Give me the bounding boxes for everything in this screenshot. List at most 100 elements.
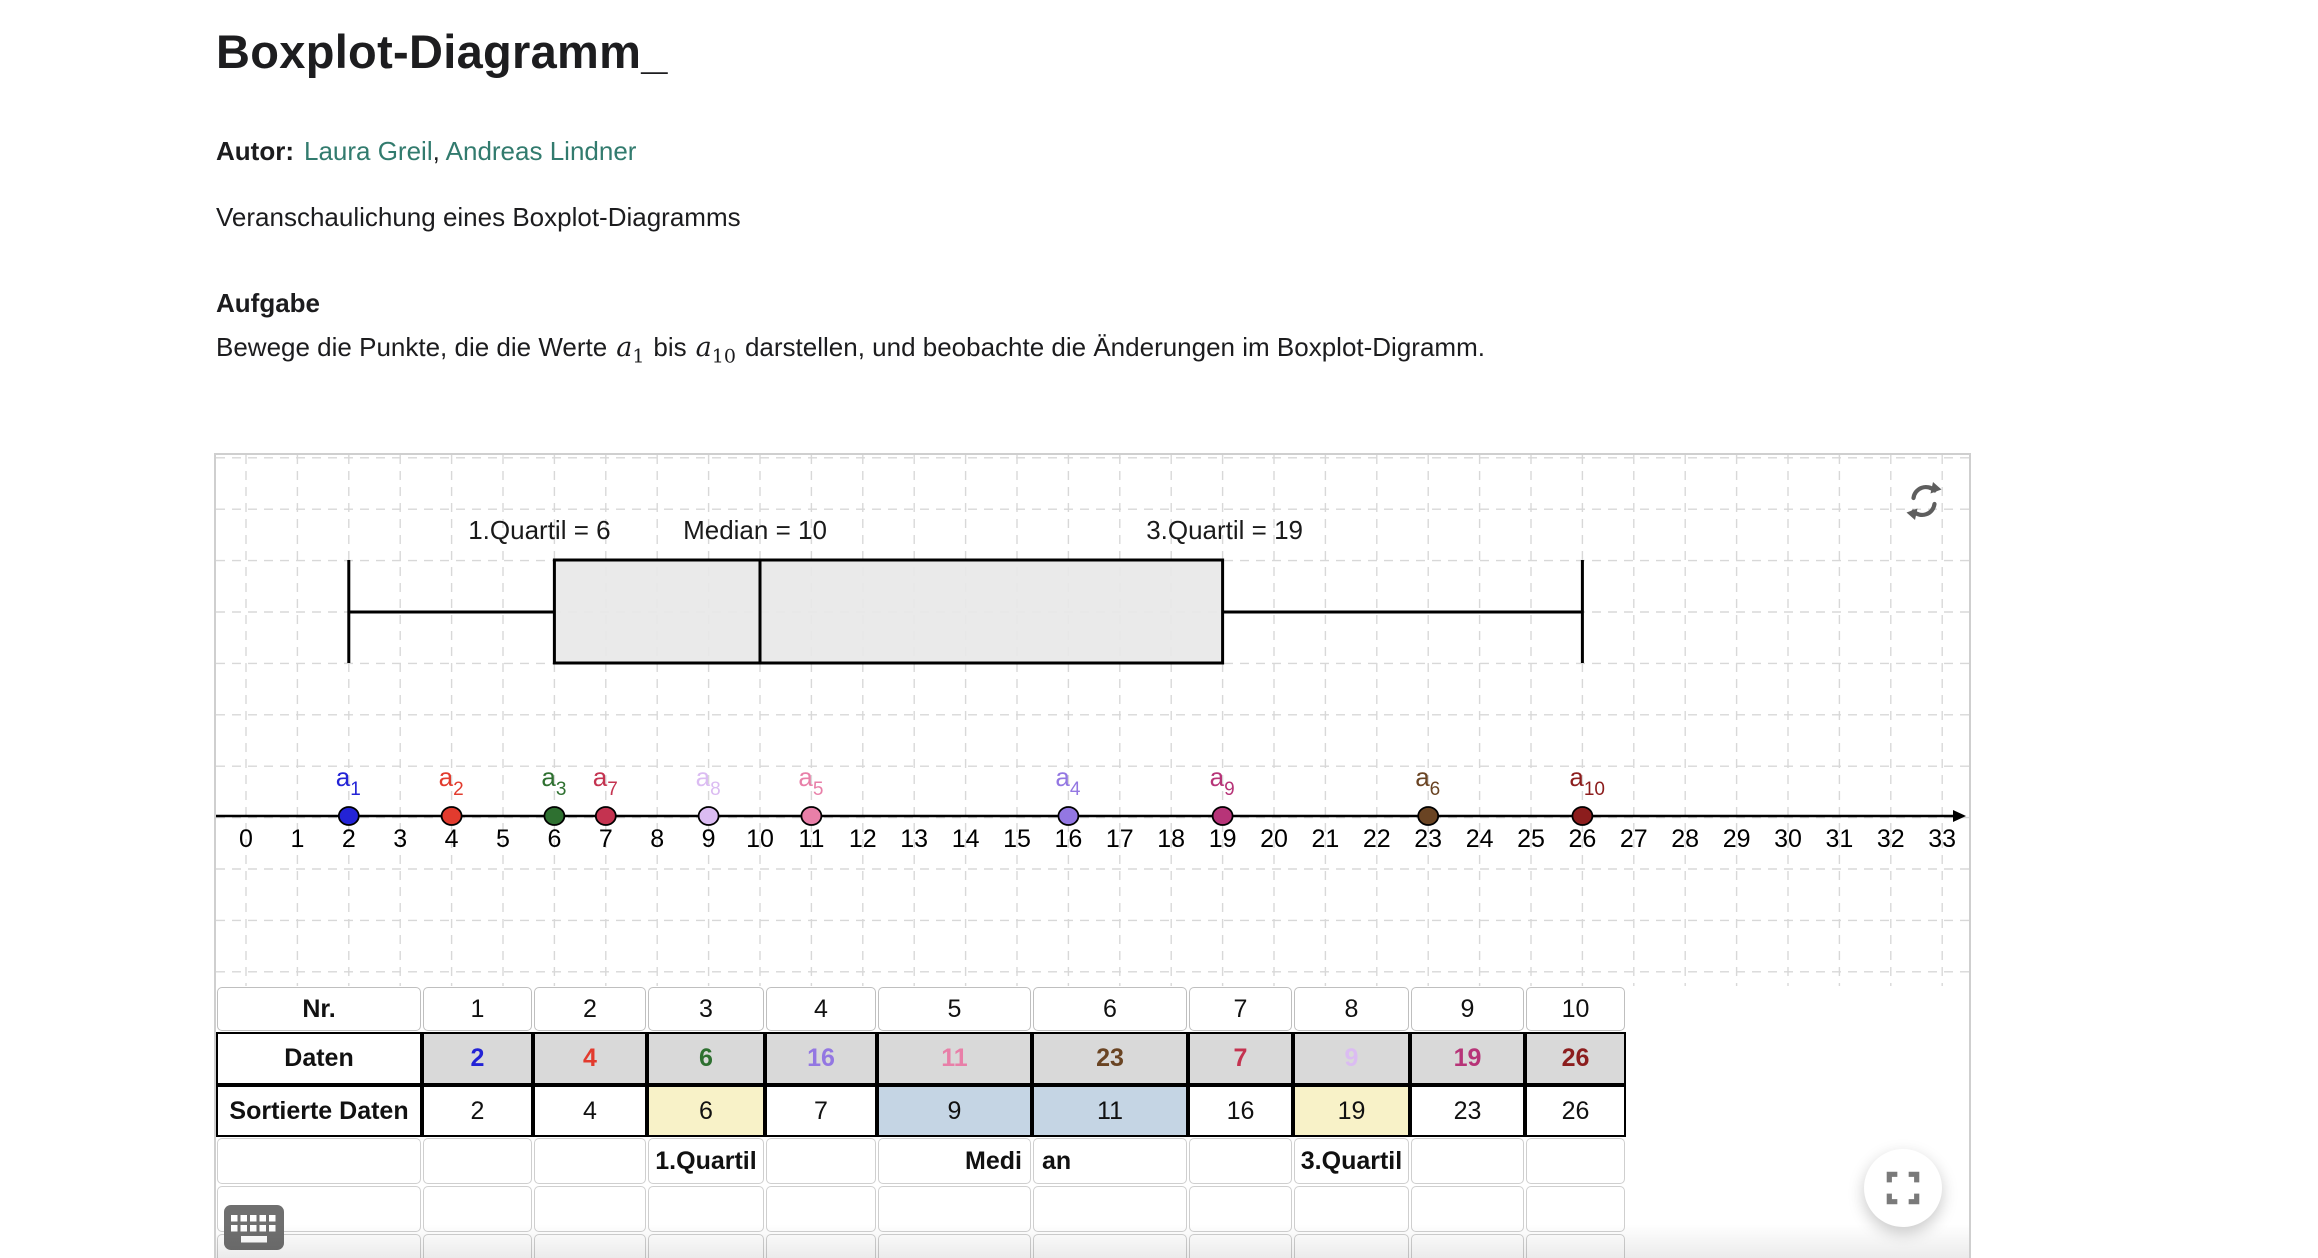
sorted-label-cell: Sortierte Daten — [216, 1085, 422, 1137]
annotation-empty-cell — [1411, 1138, 1524, 1184]
axis-tick-label: 29 — [1723, 825, 1751, 853]
axis-tick-label: 17 — [1106, 825, 1134, 853]
table-row-quartil-labels: 1.Quartil Medi an 3.Quartil — [216, 1137, 1626, 1185]
boxplot-box — [552, 558, 1225, 665]
daten-cell-7: 7 — [1188, 1032, 1293, 1085]
axis-tick-label: 10 — [746, 825, 774, 853]
empty-cell — [878, 1186, 1031, 1232]
data-point-a1[interactable] — [337, 806, 360, 826]
point-label: a6 — [1415, 762, 1440, 800]
keyboard-icon — [224, 1205, 284, 1250]
point-label: a3 — [541, 762, 566, 800]
sorted-cell-4: 7 — [765, 1085, 877, 1137]
nr-cell-4: 4 — [766, 987, 876, 1031]
axis-tick-label: 12 — [849, 825, 877, 853]
axis-tick-label: 31 — [1825, 825, 1853, 853]
data-point-a3[interactable] — [543, 806, 566, 826]
boxplot-stat-label: 3.Quartil = 19 — [1146, 515, 1303, 545]
data-point-a2[interactable] — [440, 806, 463, 826]
empty-cell — [648, 1234, 764, 1258]
boxplot-canvas: 1.Quartil = 6 Median = 10 3.Quartil = 19 0 1… — [216, 455, 1969, 986]
data-point-a10[interactable] — [1571, 806, 1594, 826]
point-label: a9 — [1210, 762, 1235, 800]
nr-cell-7: 7 — [1189, 987, 1292, 1031]
annotation-empty-cell — [1189, 1138, 1292, 1184]
axis-tick-label: 23 — [1414, 825, 1442, 853]
data-point-a7[interactable] — [594, 806, 617, 826]
daten-cell-2: 4 — [533, 1032, 647, 1085]
point-label: a4 — [1055, 762, 1080, 800]
refresh-icon — [1906, 482, 1942, 520]
point-label: a2 — [439, 762, 464, 800]
axis-tick-label: 26 — [1568, 825, 1596, 853]
empty-cell — [1294, 1186, 1409, 1232]
sorted-cell-1: 2 — [422, 1085, 533, 1137]
nr-header-cell: Nr. — [217, 987, 421, 1031]
data-point-a5[interactable] — [800, 806, 823, 826]
empty-cell — [1411, 1186, 1524, 1232]
nr-cell-2: 2 — [534, 987, 646, 1031]
annotation-cell-an: an — [1033, 1138, 1187, 1184]
axis-tick-label: 2 — [342, 825, 356, 853]
axis-tick-label: 4 — [445, 825, 459, 853]
sorted-cell-3: 6 — [647, 1085, 765, 1137]
axis-tick-label: 1 — [290, 825, 304, 853]
reset-button[interactable] — [1900, 477, 1948, 525]
annotation-empty-cell — [217, 1138, 421, 1184]
axis-tick-label: 0 — [239, 825, 253, 853]
daten-cell-1: 2 — [422, 1032, 533, 1085]
boxplot-stat-label: 1.Quartil = 6 — [468, 515, 610, 545]
empty-cell — [648, 1186, 764, 1232]
sorted-cell-9: 23 — [1410, 1085, 1525, 1137]
fullscreen-icon — [1886, 1171, 1920, 1205]
author-link-1[interactable]: Laura Greil — [303, 136, 433, 166]
point-label: a1 — [336, 762, 361, 800]
number-line-arrow — [1953, 810, 1966, 822]
author-link-2[interactable]: Andreas Lindner — [445, 136, 637, 166]
daten-cell-10: 26 — [1525, 1032, 1626, 1085]
point-label: a10 — [1569, 762, 1605, 800]
annotation-empty-cell — [766, 1138, 876, 1184]
annotation-cell-1-quartil: 1.Quartil — [648, 1138, 764, 1184]
data-point-a4[interactable] — [1057, 806, 1080, 826]
empty-cell — [1189, 1186, 1292, 1232]
nr-cell-6: 6 — [1033, 987, 1187, 1031]
daten-cell-6: 23 — [1032, 1032, 1188, 1085]
keyboard-button[interactable] — [224, 1205, 284, 1250]
boxplot-stat-label: Median = 10 — [683, 515, 827, 545]
axis-tick-label: 9 — [702, 825, 716, 853]
author-separator: , — [432, 136, 440, 166]
annotation-cell-medi: Medi — [878, 1138, 1031, 1184]
empty-cell — [1189, 1234, 1292, 1258]
axis-tick-label: 5 — [496, 825, 510, 853]
point-label: a8 — [696, 762, 721, 800]
sorted-cell-2: 4 — [533, 1085, 647, 1137]
empty-cell — [878, 1234, 1031, 1258]
math-var-a1: a1 — [616, 332, 645, 368]
task-heading: Aufgabe — [216, 288, 320, 318]
empty-cell — [1033, 1234, 1187, 1258]
daten-cell-9: 19 — [1410, 1032, 1525, 1085]
axis-tick-label: 6 — [547, 825, 561, 853]
nr-cell-8: 8 — [1294, 987, 1409, 1031]
math-var-a10: a10 — [695, 332, 736, 368]
daten-label-cell: Daten — [216, 1032, 422, 1085]
axis-tick-label: 28 — [1671, 825, 1699, 853]
data-point-a8[interactable] — [697, 806, 720, 826]
fullscreen-button[interactable] — [1864, 1149, 1942, 1227]
data-point-a6[interactable] — [1417, 806, 1440, 826]
axis-tick-label: 3 — [393, 825, 407, 853]
table-row-sortierte-daten: Sortierte Daten 2 4 6 7 9 11 16 19 23 26 — [216, 1085, 1626, 1137]
data-table: Nr. 1 2 3 4 5 6 7 8 9 10 Daten 2 4 6 16 11 23 7 9 19 26 Sortie… — [216, 986, 1626, 1258]
empty-cell — [1526, 1234, 1625, 1258]
empty-cell — [534, 1186, 646, 1232]
empty-cell — [766, 1234, 876, 1258]
data-point-a9[interactable] — [1211, 806, 1234, 826]
axis-tick-label: 30 — [1774, 825, 1802, 853]
axis-tick-label: 15 — [1003, 825, 1031, 853]
point-label: a7 — [593, 762, 618, 800]
daten-cell-3: 6 — [647, 1032, 765, 1085]
axis-tick-label: 19 — [1209, 825, 1237, 853]
daten-cell-4: 16 — [765, 1032, 877, 1085]
